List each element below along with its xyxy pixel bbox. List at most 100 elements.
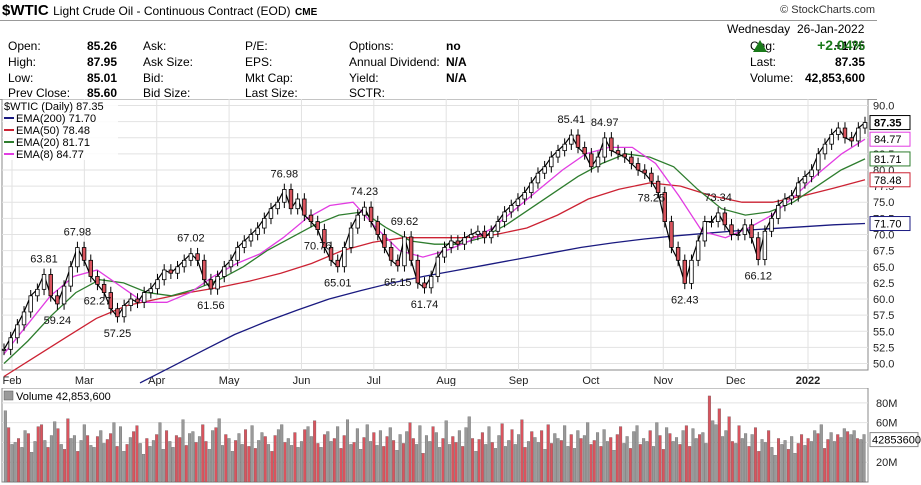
volume-bar	[750, 434, 754, 483]
volume-bar	[651, 446, 655, 483]
volume-bar	[362, 437, 366, 483]
price-x-tick-label: Sep	[509, 375, 529, 386]
price-candle-body	[802, 176, 808, 184]
volume-bar	[730, 441, 734, 483]
price-candle-body	[769, 217, 774, 232]
price-annotation: 66.12	[744, 271, 772, 283]
volume-bar	[319, 447, 323, 483]
quote-v4-row-2: N/A	[446, 71, 467, 85]
volume-bar	[602, 429, 606, 483]
volume-bar	[26, 433, 30, 483]
volume-bar	[201, 424, 205, 483]
price-candle-body	[168, 269, 174, 274]
volume-bar	[675, 437, 679, 483]
volume-bar	[826, 439, 830, 483]
price-candle-body	[448, 240, 454, 248]
volume-bar	[816, 433, 820, 483]
volume-bar	[405, 431, 409, 483]
price-candle-body	[575, 134, 581, 148]
volume-bar	[316, 443, 320, 483]
volume-bar	[701, 432, 705, 483]
price-candle-body	[55, 295, 60, 305]
price-candle-body	[115, 308, 120, 318]
volume-bar	[401, 443, 405, 483]
volume-bar	[237, 433, 241, 483]
volume-bar	[53, 421, 57, 483]
price-x-tick-label: Apr	[148, 375, 165, 386]
volume-bar	[579, 438, 583, 483]
series-line-0	[3, 122, 866, 350]
series-line-3	[3, 153, 866, 364]
price-annotation: 62.27	[84, 295, 112, 307]
price-candle-body	[735, 234, 741, 236]
volume-bar	[171, 447, 175, 483]
price-candle-body	[35, 288, 40, 297]
volume-bar	[244, 429, 248, 483]
volume-bar	[563, 425, 567, 483]
volume-bar	[780, 444, 784, 483]
volume-bar	[369, 441, 373, 483]
volume-bar	[89, 445, 93, 483]
quote-l3-row-1: EPS:	[245, 55, 273, 69]
price-candle-body	[282, 189, 287, 203]
volume-bar	[411, 438, 415, 483]
price-candle-body	[635, 163, 641, 171]
volume-bars	[3, 395, 866, 483]
price-candle-body	[782, 198, 788, 206]
volume-bar	[326, 431, 330, 483]
price-candle-body	[695, 240, 701, 261]
volume-bar	[66, 418, 70, 483]
quote-l2-row-1: Ask Size:	[143, 55, 194, 69]
volume-bar	[109, 433, 113, 483]
volume-bar	[424, 435, 428, 483]
quote-l4-row-0: Options:	[349, 39, 394, 53]
price-candle-body	[48, 274, 53, 297]
price-tags: 87.35 84.77 81.71 78.48 71.70	[869, 115, 911, 232]
price-candle-body	[75, 247, 80, 268]
price-y-tick-label: 65.0	[873, 262, 894, 274]
volume-bar	[536, 442, 540, 483]
volume-bar	[596, 432, 600, 483]
quote-l2-row-0: Ask:	[143, 39, 167, 53]
volume-bar	[661, 449, 665, 483]
volume-bar	[559, 440, 563, 483]
volume-bar	[76, 451, 80, 483]
price-candle-body	[749, 224, 754, 239]
volume-bar	[757, 451, 761, 483]
price-annotation: 78.25	[638, 192, 666, 204]
volume-bar	[832, 441, 836, 483]
price-candle-body	[188, 253, 194, 261]
volume-bar	[777, 438, 781, 483]
quote-table: Open: 85.26 Ask: P/E: Options: no Chg: +1.75 Hig…	[0, 20, 877, 100]
price-annotation: 70.76	[304, 241, 332, 253]
price-candle-body	[195, 253, 200, 261]
price-candle-body	[756, 237, 761, 260]
price-candle-body	[862, 122, 868, 129]
volume-bar	[342, 435, 346, 483]
volume-bar	[224, 434, 228, 483]
volume-bar	[681, 430, 685, 483]
volume-bar	[174, 435, 178, 483]
volume-bar	[132, 431, 136, 483]
volume-bar	[250, 425, 254, 483]
quote-v1-row-3: 85.60	[87, 86, 118, 100]
volume-bar	[46, 447, 50, 483]
price-candle-body	[816, 153, 821, 171]
price-candle-body	[642, 169, 647, 174]
volume-bar	[10, 444, 14, 483]
quote-v1-row-1: 87.95	[87, 55, 118, 69]
legend-background	[3, 100, 118, 160]
volume-bar	[724, 430, 728, 483]
price-candle-body	[402, 236, 407, 267]
volume-bar	[842, 428, 846, 483]
volume-bar	[464, 427, 468, 483]
price-candle-body	[489, 230, 494, 239]
volume-bar	[72, 435, 76, 483]
volume-bar	[122, 451, 126, 483]
volume-bar	[638, 444, 642, 483]
volume-bar	[500, 423, 504, 483]
volume-bar	[56, 428, 60, 483]
volume-bar	[839, 437, 843, 483]
volume-bar	[793, 453, 797, 483]
volume-bar	[760, 439, 764, 483]
